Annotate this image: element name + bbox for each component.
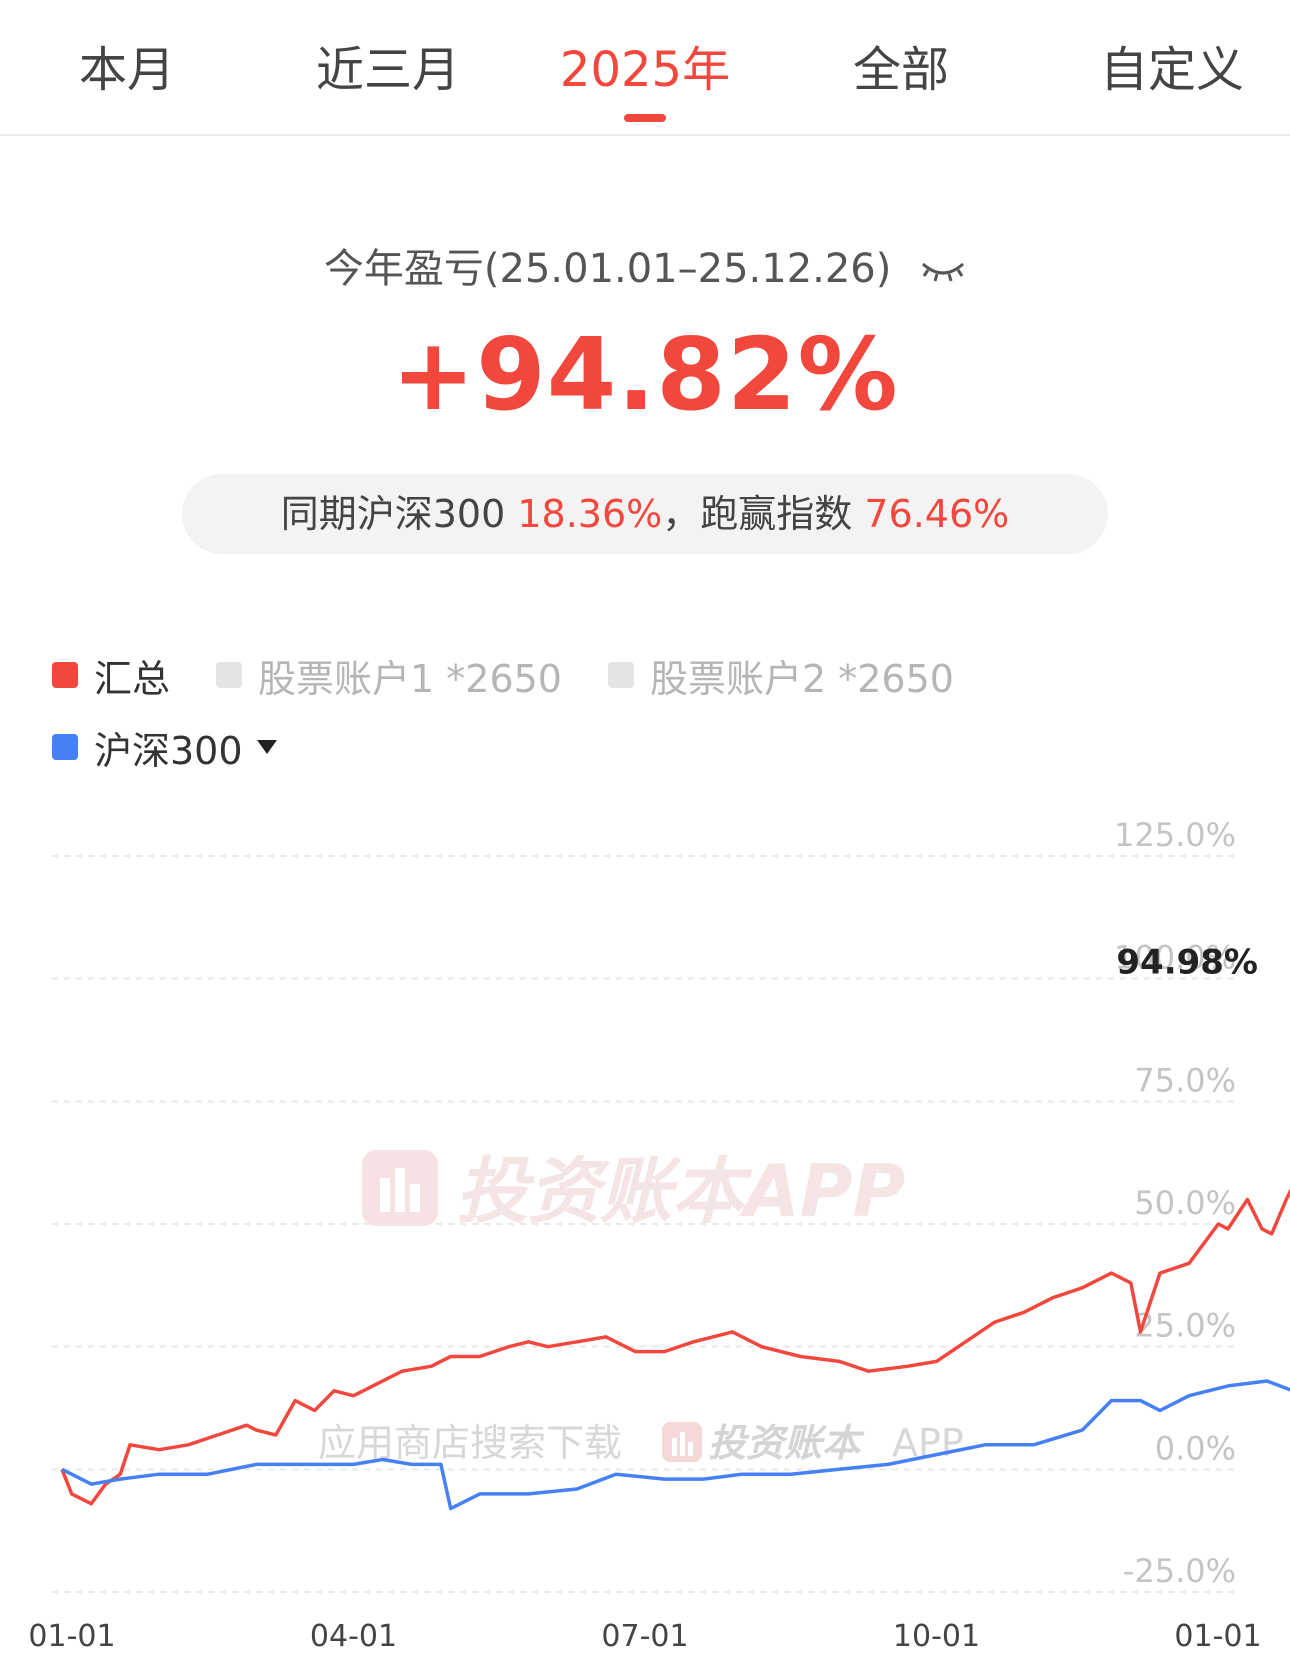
profit-period-label: 今年盈亏(25.01.01–25.12.26): [323, 246, 892, 292]
legend-item-account-1[interactable]: 股票账户1 *2650: [216, 648, 562, 703]
outperform-value: 76.46%: [864, 492, 1010, 536]
index-comparison-pill: 同期沪深300 18.36%，跑赢指数 76.46%: [182, 474, 1108, 554]
y-tick-label: 125.0%: [1114, 816, 1236, 854]
tab-custom[interactable]: 自定义: [1099, 42, 1244, 98]
tab-last-three-months[interactable]: 近三月: [315, 42, 460, 98]
compare-prefix: 同期沪深300: [280, 492, 506, 536]
series-end-value-label: 94.98%: [1116, 942, 1258, 982]
chart-canvas: 投资账本APP 应用商店搜索下载 投资账本 APP 125.0% 100.0% 75…: [28, 816, 1290, 1654]
total-return-value: +94.82%: [391, 316, 899, 433]
x-tick-label: 10-01: [893, 1619, 980, 1654]
profit-period-title: 今年盈亏(25.01.01–25.12.26): [0, 236, 1290, 294]
legend-swatch-account-2: [607, 662, 634, 688]
tab-this-month[interactable]: 本月: [78, 42, 175, 98]
y-tick-label: 50.0%: [1134, 1184, 1236, 1222]
legend-label-total: 汇总: [94, 656, 171, 701]
return-line-chart[interactable]: 投资账本APP 应用商店搜索下载 投资账本 APP 125.0% 100.0% 75…: [0, 780, 1290, 1662]
y-tick-label: -25.0%: [1123, 1552, 1236, 1590]
active-tab-indicator: [624, 114, 666, 122]
series-line-index: [61, 1379, 1290, 1511]
y-tick-label: 75.0%: [1134, 1061, 1236, 1099]
index-selector[interactable]: 沪深300: [52, 720, 277, 775]
legend-accounts: 汇总 股票账户1 *2650 股票账户2 *2650: [52, 648, 1000, 703]
period-tabs: 本月 近三月 2025年 全部 自定义: [0, 0, 1290, 136]
legend-label-account-2: 股票账户2 *2650: [649, 656, 954, 701]
legend-index: 沪深300: [52, 720, 323, 775]
legend-item-total[interactable]: 汇总: [52, 648, 170, 703]
compare-mid-text: ，跑赢指数: [662, 492, 853, 536]
center-watermark-text: 投资账本APP: [456, 1149, 905, 1233]
legend-item-account-2[interactable]: 股票账户2 *2650: [607, 648, 954, 703]
x-tick-label: 01-01: [28, 1619, 115, 1654]
x-tick-label: 01-01: [1174, 1619, 1261, 1654]
bottom-watermark-brand: 投资账本: [708, 1421, 865, 1465]
legend-swatch-account-1: [216, 662, 243, 688]
eye-closed-icon[interactable]: [920, 256, 966, 286]
tab-year-2025[interactable]: 2025年: [559, 42, 731, 98]
bottom-watermark-prefix: 应用商店搜索下载: [318, 1421, 622, 1465]
index-return-value: 18.36%: [517, 492, 663, 536]
legend-swatch-index: [52, 734, 78, 760]
bottom-watermark-suffix: APP: [892, 1421, 964, 1465]
x-tick-label: 04-01: [310, 1619, 397, 1654]
y-tick-label: 0.0%: [1155, 1429, 1236, 1467]
center-watermark-logo: [362, 1150, 438, 1226]
caret-down-icon: [256, 740, 277, 754]
legend-label-account-1: 股票账户1 *2650: [258, 656, 562, 701]
x-tick-label: 07-01: [601, 1619, 688, 1654]
y-tick-label: 25.0%: [1134, 1307, 1236, 1345]
bottom-watermark-logo: [662, 1422, 702, 1462]
tab-all[interactable]: 全部: [852, 42, 949, 98]
legend-label-index: 沪深300: [94, 728, 243, 773]
y-tick-label: 100.0%: [1114, 939, 1236, 977]
legend-swatch-total: [52, 662, 78, 688]
series-line-total: [60, 1188, 1290, 1506]
